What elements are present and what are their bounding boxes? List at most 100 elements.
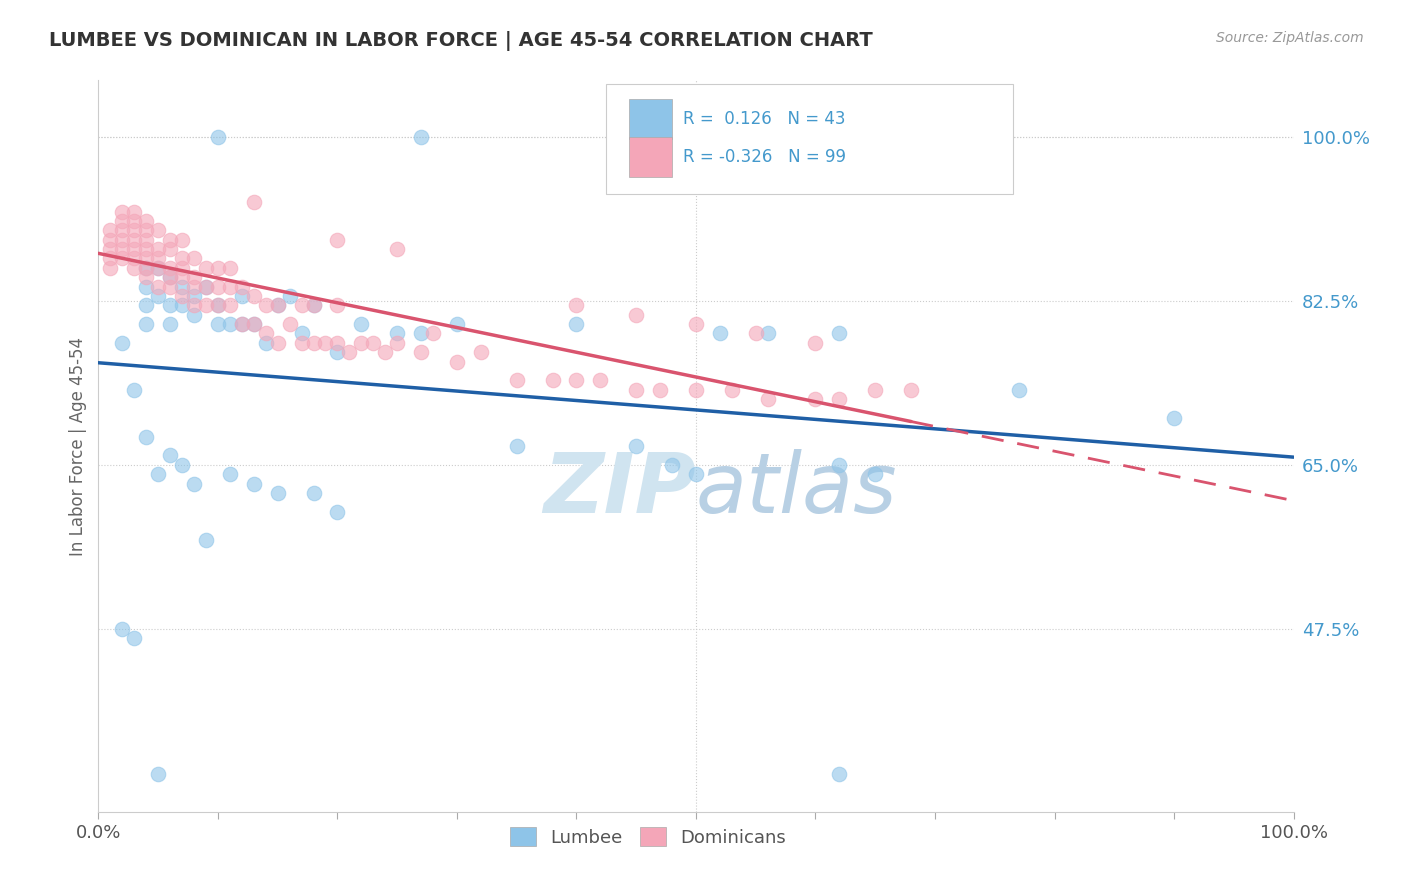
Point xyxy=(756,326,779,341)
Point xyxy=(111,242,134,256)
Point xyxy=(148,223,170,237)
Point xyxy=(1163,410,1185,425)
Point xyxy=(828,392,851,406)
Point xyxy=(254,326,277,341)
Point xyxy=(172,458,194,472)
Point xyxy=(828,326,851,341)
Point xyxy=(363,335,385,350)
Point xyxy=(326,505,349,519)
Point xyxy=(267,298,290,312)
Point xyxy=(183,279,205,293)
Point xyxy=(685,383,707,397)
Point xyxy=(302,298,325,312)
Point xyxy=(219,260,242,275)
Point xyxy=(756,392,779,406)
Point xyxy=(111,223,134,237)
FancyBboxPatch shape xyxy=(606,84,1012,194)
Point xyxy=(648,383,672,397)
Point xyxy=(350,335,373,350)
Point xyxy=(267,335,290,350)
Point xyxy=(98,252,122,266)
Point xyxy=(195,260,218,275)
Point xyxy=(195,298,218,312)
Point xyxy=(446,354,468,368)
Point xyxy=(506,373,529,387)
Point xyxy=(900,383,922,397)
Point xyxy=(148,242,170,256)
Point xyxy=(172,270,194,285)
Point xyxy=(207,298,229,312)
Point xyxy=(124,242,146,256)
Point xyxy=(1008,383,1031,397)
Point xyxy=(111,233,134,247)
Point xyxy=(865,383,887,397)
Point xyxy=(626,308,648,322)
Point xyxy=(385,242,409,256)
Point xyxy=(124,260,146,275)
Point xyxy=(195,533,218,547)
Point xyxy=(159,317,181,331)
Point xyxy=(98,223,122,237)
Point xyxy=(135,279,157,293)
Point xyxy=(254,335,277,350)
Point xyxy=(159,298,181,312)
Point xyxy=(626,439,648,453)
Point xyxy=(326,233,349,247)
Point xyxy=(446,317,468,331)
Point xyxy=(148,289,170,303)
Point xyxy=(135,260,157,275)
Point xyxy=(172,252,194,266)
Point xyxy=(411,326,433,341)
Point xyxy=(243,289,266,303)
Point xyxy=(302,486,325,500)
Point xyxy=(135,429,157,443)
Point xyxy=(326,298,349,312)
Point xyxy=(804,335,827,350)
Point xyxy=(243,195,266,210)
Point xyxy=(159,242,181,256)
Point xyxy=(135,242,157,256)
Point xyxy=(172,298,194,312)
Point xyxy=(243,476,266,491)
Point xyxy=(243,317,266,331)
Point xyxy=(374,345,396,359)
Point xyxy=(326,345,349,359)
Point xyxy=(124,214,146,228)
Point xyxy=(243,317,266,331)
Point xyxy=(804,392,827,406)
Point xyxy=(148,252,170,266)
Point xyxy=(254,298,277,312)
Point xyxy=(721,383,744,397)
Point xyxy=(124,252,146,266)
Point xyxy=(195,279,218,293)
Point xyxy=(267,486,290,500)
Point xyxy=(661,458,683,472)
Point xyxy=(135,252,157,266)
Point xyxy=(159,260,181,275)
Point xyxy=(219,279,242,293)
Point xyxy=(135,260,157,275)
Point xyxy=(828,458,851,472)
Text: R = -0.326   N = 99: R = -0.326 N = 99 xyxy=(683,148,846,166)
Text: R =  0.126   N = 43: R = 0.126 N = 43 xyxy=(683,110,845,128)
Point xyxy=(207,279,229,293)
Point xyxy=(124,632,146,646)
Point xyxy=(422,326,444,341)
Point xyxy=(207,129,229,144)
Point xyxy=(159,270,181,285)
Point xyxy=(291,335,314,350)
Point xyxy=(135,223,157,237)
FancyBboxPatch shape xyxy=(628,99,672,139)
Point xyxy=(315,335,337,350)
Point xyxy=(148,279,170,293)
Point xyxy=(219,317,242,331)
Text: atlas: atlas xyxy=(696,450,897,531)
Point xyxy=(470,345,492,359)
Point xyxy=(159,449,181,463)
Point xyxy=(589,373,612,387)
Point xyxy=(159,233,181,247)
Point xyxy=(98,233,122,247)
Point xyxy=(111,335,134,350)
Point xyxy=(183,298,205,312)
Point xyxy=(685,467,707,482)
